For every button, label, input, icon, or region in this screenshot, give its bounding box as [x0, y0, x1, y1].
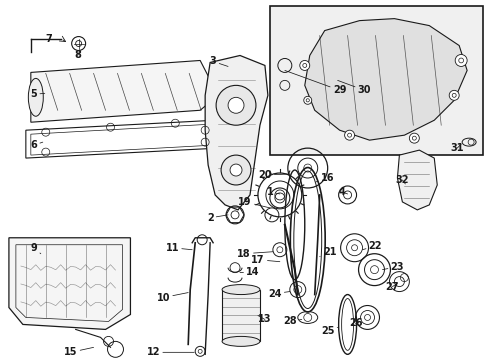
Circle shape	[221, 155, 250, 185]
Circle shape	[408, 133, 419, 143]
Circle shape	[303, 96, 311, 104]
Text: 17: 17	[251, 255, 279, 265]
Text: 8: 8	[74, 50, 81, 60]
Circle shape	[299, 60, 309, 71]
Text: 12: 12	[146, 347, 194, 357]
Ellipse shape	[222, 285, 260, 294]
Text: 1: 1	[266, 187, 279, 197]
Circle shape	[227, 97, 244, 113]
Text: 26: 26	[348, 319, 362, 328]
Polygon shape	[205, 55, 267, 210]
Text: 22: 22	[362, 241, 382, 251]
Text: 2: 2	[206, 213, 227, 223]
Text: 5: 5	[30, 89, 45, 99]
Text: 19: 19	[238, 197, 269, 208]
Text: 24: 24	[267, 289, 289, 298]
Text: 30: 30	[337, 80, 370, 95]
Text: 10: 10	[156, 293, 188, 302]
Text: 13: 13	[258, 314, 271, 324]
Circle shape	[344, 130, 354, 140]
Text: 21: 21	[319, 247, 336, 257]
Text: 23: 23	[382, 262, 403, 272]
Text: 20: 20	[258, 170, 289, 180]
Text: 6: 6	[30, 140, 42, 150]
Bar	[222, 289, 260, 341]
Text: 31: 31	[449, 143, 463, 153]
Text: 14: 14	[240, 267, 259, 276]
Text: 7: 7	[45, 33, 52, 44]
Text: 9: 9	[30, 243, 41, 254]
Text: 25: 25	[320, 327, 337, 336]
Polygon shape	[397, 150, 436, 210]
Text: 15: 15	[64, 347, 93, 357]
Text: 11: 11	[165, 243, 192, 253]
Text: 3: 3	[209, 57, 227, 67]
Text: 16: 16	[315, 173, 334, 183]
Ellipse shape	[28, 78, 43, 116]
Text: 18: 18	[237, 249, 272, 259]
Circle shape	[448, 90, 458, 100]
Polygon shape	[31, 60, 218, 122]
Text: 4: 4	[338, 187, 347, 197]
Text: 28: 28	[283, 316, 301, 327]
Ellipse shape	[222, 336, 260, 346]
Text: 29: 29	[285, 71, 346, 95]
Polygon shape	[9, 238, 130, 329]
Circle shape	[454, 54, 466, 67]
Circle shape	[229, 164, 242, 176]
Text: 32: 32	[395, 175, 408, 185]
Circle shape	[216, 85, 255, 125]
Polygon shape	[304, 19, 466, 140]
Bar	[269, 6, 482, 155]
Text: 27: 27	[385, 282, 398, 292]
